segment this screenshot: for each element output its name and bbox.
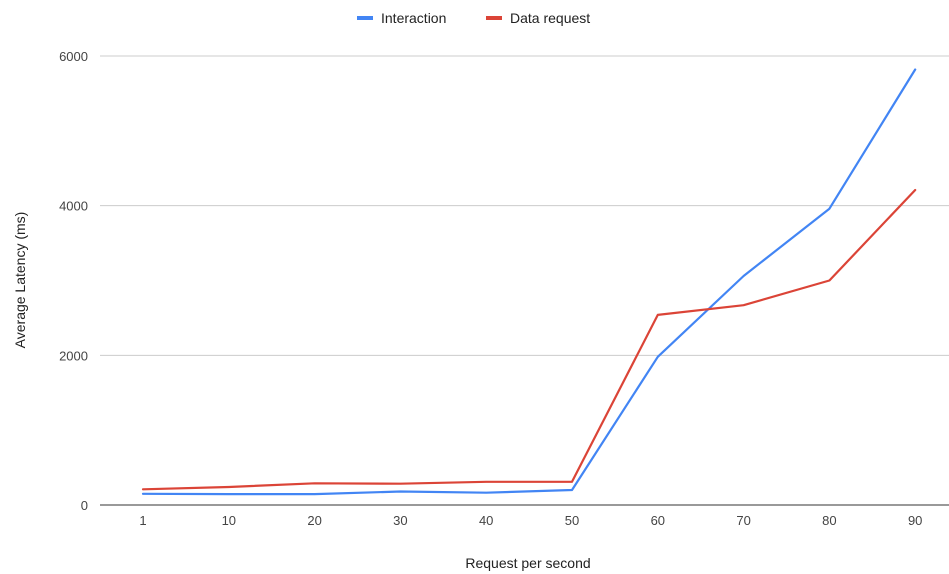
legend-swatch-data-request: [486, 16, 502, 20]
x-tick-label: 90: [908, 513, 922, 528]
x-tick-label: 40: [479, 513, 493, 528]
legend-swatch-interaction: [357, 16, 373, 20]
y-tick-label: 6000: [59, 49, 88, 64]
series-line-data-request: [141, 188, 917, 491]
y-axis-title: Average Latency (ms): [12, 212, 28, 349]
x-tick-label: 30: [393, 513, 407, 528]
x-tick-label: 10: [222, 513, 236, 528]
legend-label-data-request: Data request: [510, 10, 590, 26]
gridlines: [100, 55, 949, 506]
x-tick-label: 70: [736, 513, 750, 528]
x-tick-label: 20: [307, 513, 321, 528]
x-tick-label: 50: [565, 513, 579, 528]
x-axis-title: Request per second: [465, 555, 590, 571]
y-axis-ticks: 0 2000 4000 6000: [59, 49, 88, 513]
series-line-interaction: [141, 68, 917, 496]
y-tick-label: 2000: [59, 348, 88, 363]
series-lines: [141, 68, 917, 496]
y-tick-label: 0: [81, 498, 88, 513]
x-axis-ticks: 1 10 20 30 40 50 60 70 80 90: [139, 513, 922, 528]
x-tick-label: 80: [822, 513, 836, 528]
legend: Interaction Data request: [357, 10, 590, 26]
y-tick-label: 4000: [59, 199, 88, 214]
x-tick-label: 60: [651, 513, 665, 528]
legend-label-interaction: Interaction: [381, 10, 446, 26]
x-tick-label: 1: [139, 513, 146, 528]
